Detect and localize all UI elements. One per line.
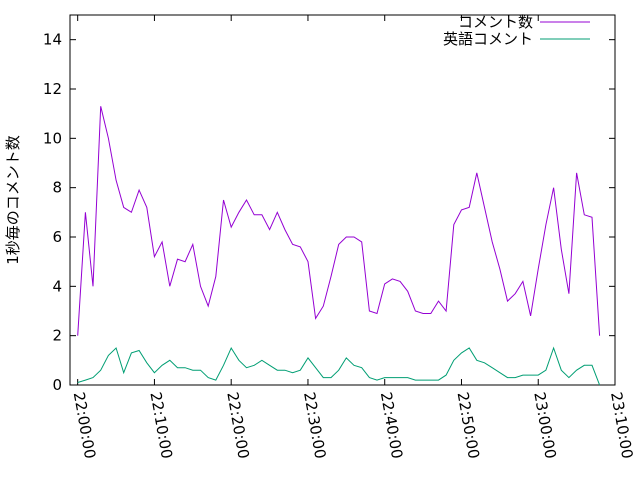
legend-label: コメント数 — [458, 13, 533, 31]
y-tick-label: 6 — [52, 228, 62, 246]
y-tick-label: 0 — [52, 376, 62, 394]
x-tick-label: 22:20:00 — [223, 391, 252, 460]
y-tick-label: 14 — [43, 31, 62, 49]
series-line — [77, 346, 601, 386]
x-tick-label: 22:50:00 — [454, 391, 483, 460]
x-tick-label: 22:10:00 — [146, 391, 175, 460]
y-tick-label: 12 — [43, 80, 62, 98]
x-tick-label: 23:10:00 — [607, 391, 636, 460]
x-tick-label: 23:00:00 — [530, 391, 559, 460]
y-tick-label: 2 — [52, 327, 62, 345]
legend-label: 英語コメント — [443, 30, 533, 48]
x-tick-label: 22:30:00 — [300, 391, 329, 460]
plot-frame — [69, 14, 616, 386]
y-tick-label: 4 — [52, 277, 62, 295]
x-tick-label: 22:00:00 — [70, 391, 99, 460]
x-tick-label: 22:40:00 — [377, 391, 406, 460]
series-line — [77, 106, 601, 336]
y-axis-label: 1秒毎のコメント数 — [4, 135, 22, 265]
y-tick-label: 10 — [43, 129, 62, 147]
y-tick-label: 8 — [52, 179, 62, 197]
